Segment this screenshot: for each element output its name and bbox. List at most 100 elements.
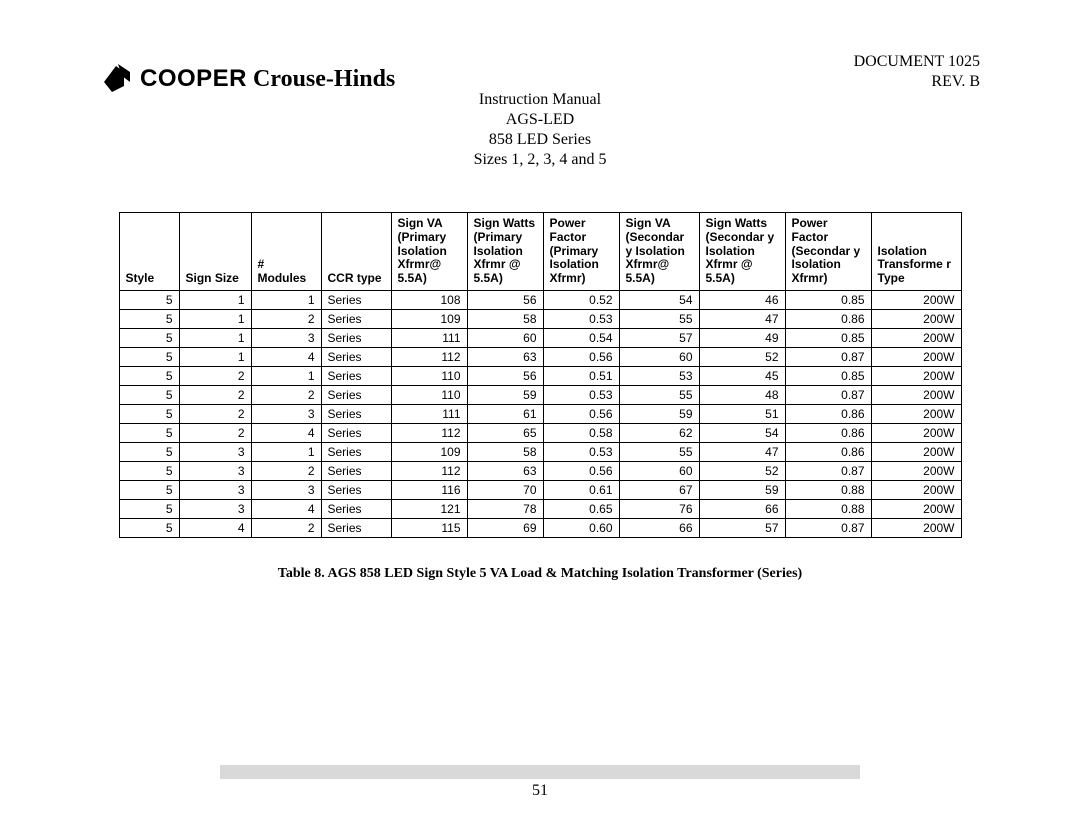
table-cell: 0.88 (785, 499, 871, 518)
table-cell: 51 (699, 404, 785, 423)
table-cell: 60 (619, 461, 699, 480)
table-cell: 108 (391, 290, 467, 309)
table-cell: 0.85 (785, 290, 871, 309)
table-cell: 49 (699, 328, 785, 347)
table-col-header: Power Factor (Primary Isolation Xfrmr) (543, 213, 619, 291)
table-cell: 1 (251, 442, 321, 461)
table-cell: 200W (871, 328, 961, 347)
table-cell: 5 (119, 366, 179, 385)
title-line: Sizes 1, 2, 3, 4 and 5 (100, 150, 980, 170)
table-cell: 59 (467, 385, 543, 404)
table-cell: 3 (179, 480, 251, 499)
table-cell: 0.65 (543, 499, 619, 518)
title-block: Instruction Manual AGS-LED 858 LED Serie… (100, 90, 980, 170)
table-cell: 62 (619, 423, 699, 442)
table-cell: 61 (467, 404, 543, 423)
table-col-header: Sign Watts (Secondar y Isolation Xfrmr @… (699, 213, 785, 291)
table-cell: 0.56 (543, 404, 619, 423)
table-cell: 200W (871, 442, 961, 461)
table-cell: 56 (467, 366, 543, 385)
table-cell: 5 (119, 518, 179, 537)
logo-cooper: COOPER (140, 65, 247, 93)
table-cell: 57 (619, 328, 699, 347)
table-cell: 200W (871, 347, 961, 366)
table-cell: Series (321, 347, 391, 366)
table-cell: Series (321, 309, 391, 328)
table-header-row: StyleSign Size# ModulesCCR typeSign VA (… (119, 213, 961, 291)
table-cell: Series (321, 423, 391, 442)
table-cell: 53 (619, 366, 699, 385)
table-cell: 5 (119, 499, 179, 518)
table-cell: 2 (179, 423, 251, 442)
table-row: 514Series112630.5660520.87200W (119, 347, 961, 366)
table-cell: 200W (871, 309, 961, 328)
table-cell: 4 (179, 518, 251, 537)
table-cell: 47 (699, 442, 785, 461)
logo-text: COOPER Crouse-Hinds (140, 65, 395, 93)
footer-bar (220, 765, 860, 779)
table-cell: Series (321, 404, 391, 423)
table-row: 523Series111610.5659510.86200W (119, 404, 961, 423)
table-row: 542Series115690.6066570.87200W (119, 518, 961, 537)
table-cell: 200W (871, 404, 961, 423)
table-col-header: Style (119, 213, 179, 291)
table-cell: 109 (391, 309, 467, 328)
table-cell: 112 (391, 347, 467, 366)
table-row: 522Series110590.5355480.87200W (119, 385, 961, 404)
table-cell: 200W (871, 385, 961, 404)
table-cell: 3 (251, 328, 321, 347)
table-cell: 76 (619, 499, 699, 518)
table-row: 533Series116700.6167590.88200W (119, 480, 961, 499)
table-cell: 0.52 (543, 290, 619, 309)
table-cell: 5 (119, 480, 179, 499)
table-cell: 3 (251, 404, 321, 423)
table-cell: 58 (467, 309, 543, 328)
table-cell: 1 (251, 290, 321, 309)
table-cell: 5 (119, 423, 179, 442)
table-cell: 46 (699, 290, 785, 309)
table-cell: Series (321, 290, 391, 309)
table-cell: 4 (251, 423, 321, 442)
table-row: 521Series110560.5153450.85200W (119, 366, 961, 385)
table-cell: 0.88 (785, 480, 871, 499)
table-cell: 115 (391, 518, 467, 537)
table-cell: Series (321, 480, 391, 499)
table-cell: 67 (619, 480, 699, 499)
table-cell: 55 (619, 309, 699, 328)
table-cell: 45 (699, 366, 785, 385)
table-cell: 52 (699, 461, 785, 480)
table-cell: 0.87 (785, 518, 871, 537)
table-row: 512Series109580.5355470.86200W (119, 309, 961, 328)
table-cell: 59 (619, 404, 699, 423)
table-cell: 200W (871, 423, 961, 442)
table-cell: 4 (251, 499, 321, 518)
table-cell: 0.86 (785, 404, 871, 423)
table-cell: 0.58 (543, 423, 619, 442)
table-cell: 121 (391, 499, 467, 518)
page-number: 51 (0, 782, 1080, 800)
table-cell: 0.86 (785, 309, 871, 328)
table-cell: 58 (467, 442, 543, 461)
table-cell: 0.86 (785, 423, 871, 442)
table-cell: Series (321, 442, 391, 461)
logo-crouse: Crouse-Hinds (253, 66, 395, 93)
table-cell: Series (321, 518, 391, 537)
table-cell: 200W (871, 499, 961, 518)
table-cell: 0.85 (785, 366, 871, 385)
table-cell: 48 (699, 385, 785, 404)
table-cell: 1 (251, 366, 321, 385)
table-cell: 2 (251, 461, 321, 480)
table-cell: 0.60 (543, 518, 619, 537)
table-col-header: Isolation Transforme r Type (871, 213, 961, 291)
table-cell: 110 (391, 366, 467, 385)
table-cell: 116 (391, 480, 467, 499)
table-cell: 5 (119, 404, 179, 423)
table-row: 513Series111600.5457490.85200W (119, 328, 961, 347)
table-cell: 0.87 (785, 385, 871, 404)
table-cell: 60 (619, 347, 699, 366)
table-cell: 2 (251, 385, 321, 404)
table-cell: 66 (619, 518, 699, 537)
table-cell: 4 (251, 347, 321, 366)
table-caption: Table 8. AGS 858 LED Sign Style 5 VA Loa… (100, 566, 980, 582)
table-cell: 1 (179, 328, 251, 347)
